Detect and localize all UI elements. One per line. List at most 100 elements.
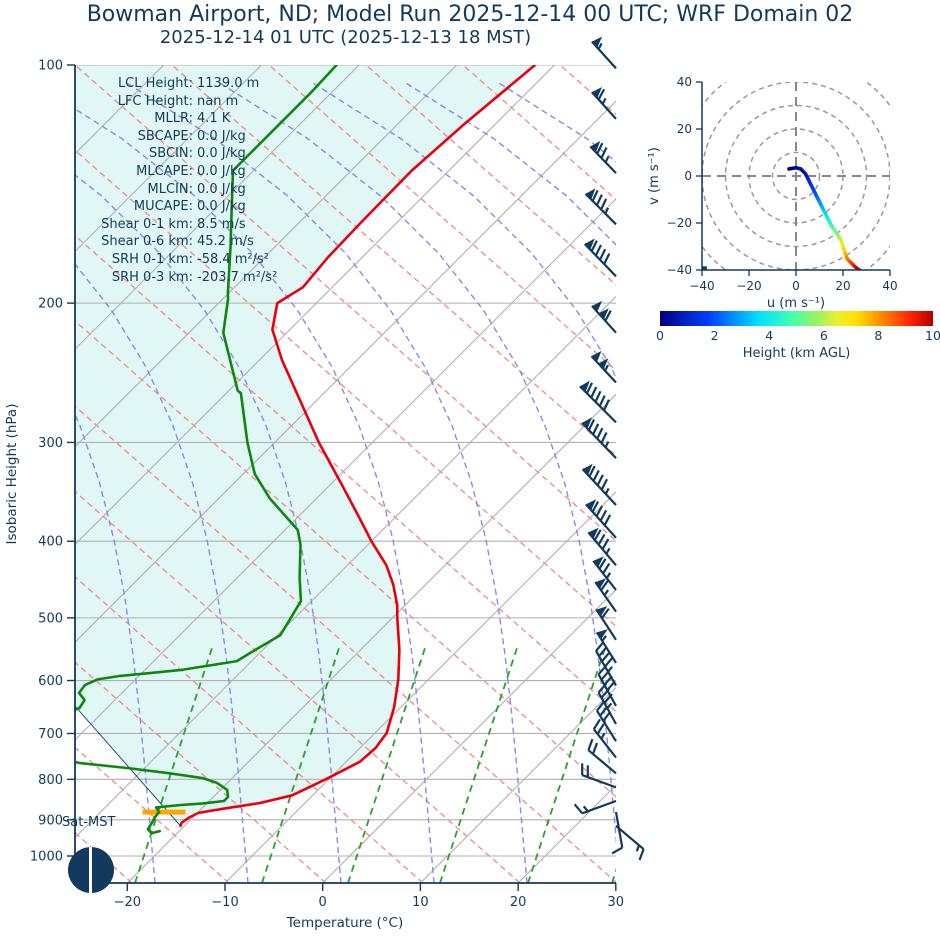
dry-adiabat-line bbox=[171, 65, 616, 457]
stat-row: Shear 0-6 km: 45.2 m/s bbox=[70, 233, 277, 251]
wind-barb-full bbox=[590, 240, 598, 252]
x-tick-label: −10 bbox=[211, 895, 238, 910]
x-tick-label: 10 bbox=[412, 895, 429, 910]
isotherm-line bbox=[75, 65, 262, 253]
moist-adiabat-line bbox=[75, 174, 342, 883]
wind-barb-half bbox=[600, 732, 606, 740]
wind-barb-full bbox=[598, 395, 606, 407]
moist-adiabat-line bbox=[403, 80, 616, 246]
hodograph-clipped-area bbox=[702, 82, 890, 270]
wind-barb-half bbox=[604, 207, 610, 215]
wind-barb-full bbox=[593, 529, 602, 541]
y-tick-label: 500 bbox=[38, 611, 63, 626]
moist-adiabat-line bbox=[75, 262, 249, 883]
wind-barb-full bbox=[594, 244, 602, 256]
wind-barb-full bbox=[604, 656, 614, 668]
stat-label: SRH 0-1 km: bbox=[111, 251, 193, 267]
sounding-stats: LCL Height: 1139.0 m LFC Height: nan m MLLR:… bbox=[70, 75, 277, 286]
moist-adiabat-line bbox=[124, 80, 528, 883]
hodograph-plot: −40 −40 −20 −20 0 0 20 20 40 40 v (m s⁻¹) u (m s⁻¹) bbox=[647, 75, 898, 311]
hodograph-x-tick-label: −40 bbox=[689, 279, 714, 293]
wind-barb-half bbox=[597, 42, 603, 50]
wind-barb-half bbox=[604, 156, 610, 163]
dry-adiabat-line bbox=[75, 149, 616, 628]
wind-barb-full bbox=[601, 538, 610, 550]
hodograph-y-tick-label: 40 bbox=[677, 75, 692, 89]
wind-barb-staff bbox=[592, 728, 617, 759]
wind-barb bbox=[591, 36, 617, 70]
wind-barb-full bbox=[600, 431, 608, 444]
wind-barb-full bbox=[602, 399, 610, 411]
wind-barb-flag bbox=[593, 556, 604, 568]
wind-barb bbox=[594, 578, 617, 613]
wind-barb-flag bbox=[590, 141, 601, 153]
hodograph-y-tick-label: 0 bbox=[684, 169, 692, 183]
wind-barb-staff bbox=[579, 385, 617, 424]
wind-barb-full bbox=[601, 651, 611, 663]
wind-barb-flag bbox=[579, 380, 590, 392]
wind-barb-full bbox=[596, 142, 604, 155]
wind-barb-full bbox=[598, 558, 607, 570]
hodograph-x-tick-label: 0 bbox=[792, 279, 800, 293]
wind-barb-full bbox=[597, 533, 606, 546]
y-tick-label: 1000 bbox=[30, 850, 63, 865]
hodograph-corner-marker bbox=[702, 266, 707, 270]
moist-adiabat-line bbox=[75, 108, 435, 883]
wind-barb-staff bbox=[589, 145, 617, 174]
wind-barb-column bbox=[573, 36, 645, 861]
wind-barb-full bbox=[591, 500, 600, 513]
stat-row: MLCIN: 0.0 J/kg bbox=[70, 181, 277, 199]
hodograph-range-ring bbox=[724, 104, 868, 248]
stat-row: SBCIN: 0.0 J/kg bbox=[70, 145, 277, 163]
stat-row: MLCAPE: 0.0 J/kg bbox=[70, 163, 277, 181]
colorbar-label: Height (km AGL) bbox=[742, 346, 851, 361]
moist-adiabat-line bbox=[496, 80, 616, 163]
wind-barb-full bbox=[596, 700, 605, 712]
wind-barb-staff bbox=[592, 560, 617, 591]
wind-barb-half bbox=[604, 441, 610, 448]
isotherm-line bbox=[75, 100, 616, 643]
stat-label: Shear 0-6 km: bbox=[101, 234, 193, 250]
height-colorbar: 0 2 4 6 8 10 Height (km AGL) bbox=[656, 311, 940, 361]
wind-barb-half bbox=[605, 547, 611, 555]
wind-barb bbox=[591, 87, 617, 120]
wind-barb-flag bbox=[591, 350, 602, 363]
wind-barb-flag bbox=[596, 606, 608, 617]
cape-cin-shade-region bbox=[75, 65, 535, 826]
moon-phase-line bbox=[89, 847, 92, 893]
wind-barb-full bbox=[594, 390, 602, 403]
wind-barb-full bbox=[592, 423, 600, 435]
isotherm-line bbox=[75, 65, 555, 546]
wind-barb-staff bbox=[595, 609, 617, 641]
hodograph-range-ring bbox=[771, 151, 821, 201]
wind-barb-full bbox=[597, 88, 606, 101]
wind-barb-flag bbox=[581, 417, 592, 429]
wind-barb bbox=[595, 641, 617, 687]
x-axis-label: Temperature (°C) bbox=[286, 915, 404, 931]
y-tick-label: 100 bbox=[38, 59, 63, 74]
skewt-clipped-area bbox=[75, 65, 616, 883]
stat-row: SRH 0-1 km: -58.4 m²/s² bbox=[70, 251, 277, 269]
wind-barb bbox=[587, 527, 617, 567]
wind-barb-half bbox=[603, 589, 610, 596]
isotherm-line bbox=[126, 393, 616, 883]
wind-barb bbox=[581, 463, 617, 506]
colorbar-ticks: 0 2 4 6 8 10 bbox=[656, 326, 940, 344]
wind-barb-half bbox=[601, 635, 608, 642]
wind-barb bbox=[579, 380, 617, 424]
wind-barb-staff bbox=[595, 650, 617, 687]
stat-value: 0.0 J/kg bbox=[197, 163, 246, 179]
wind-barb-full bbox=[587, 738, 594, 751]
stat-label: Shear 0-1 km: bbox=[101, 216, 193, 232]
wind-barb-full bbox=[573, 803, 584, 815]
wind-barb-full bbox=[597, 664, 608, 676]
wind-barb bbox=[592, 556, 617, 591]
wind-barb bbox=[581, 763, 617, 789]
wind-barb-half bbox=[582, 805, 589, 812]
wind-barb-flag bbox=[591, 36, 603, 48]
stat-row: SRH 0-3 km: -203.7 m²/s² bbox=[70, 269, 277, 287]
wind-barb bbox=[573, 799, 617, 815]
x-tick-label: 30 bbox=[608, 895, 625, 910]
mixing-ratio-line bbox=[611, 867, 616, 883]
